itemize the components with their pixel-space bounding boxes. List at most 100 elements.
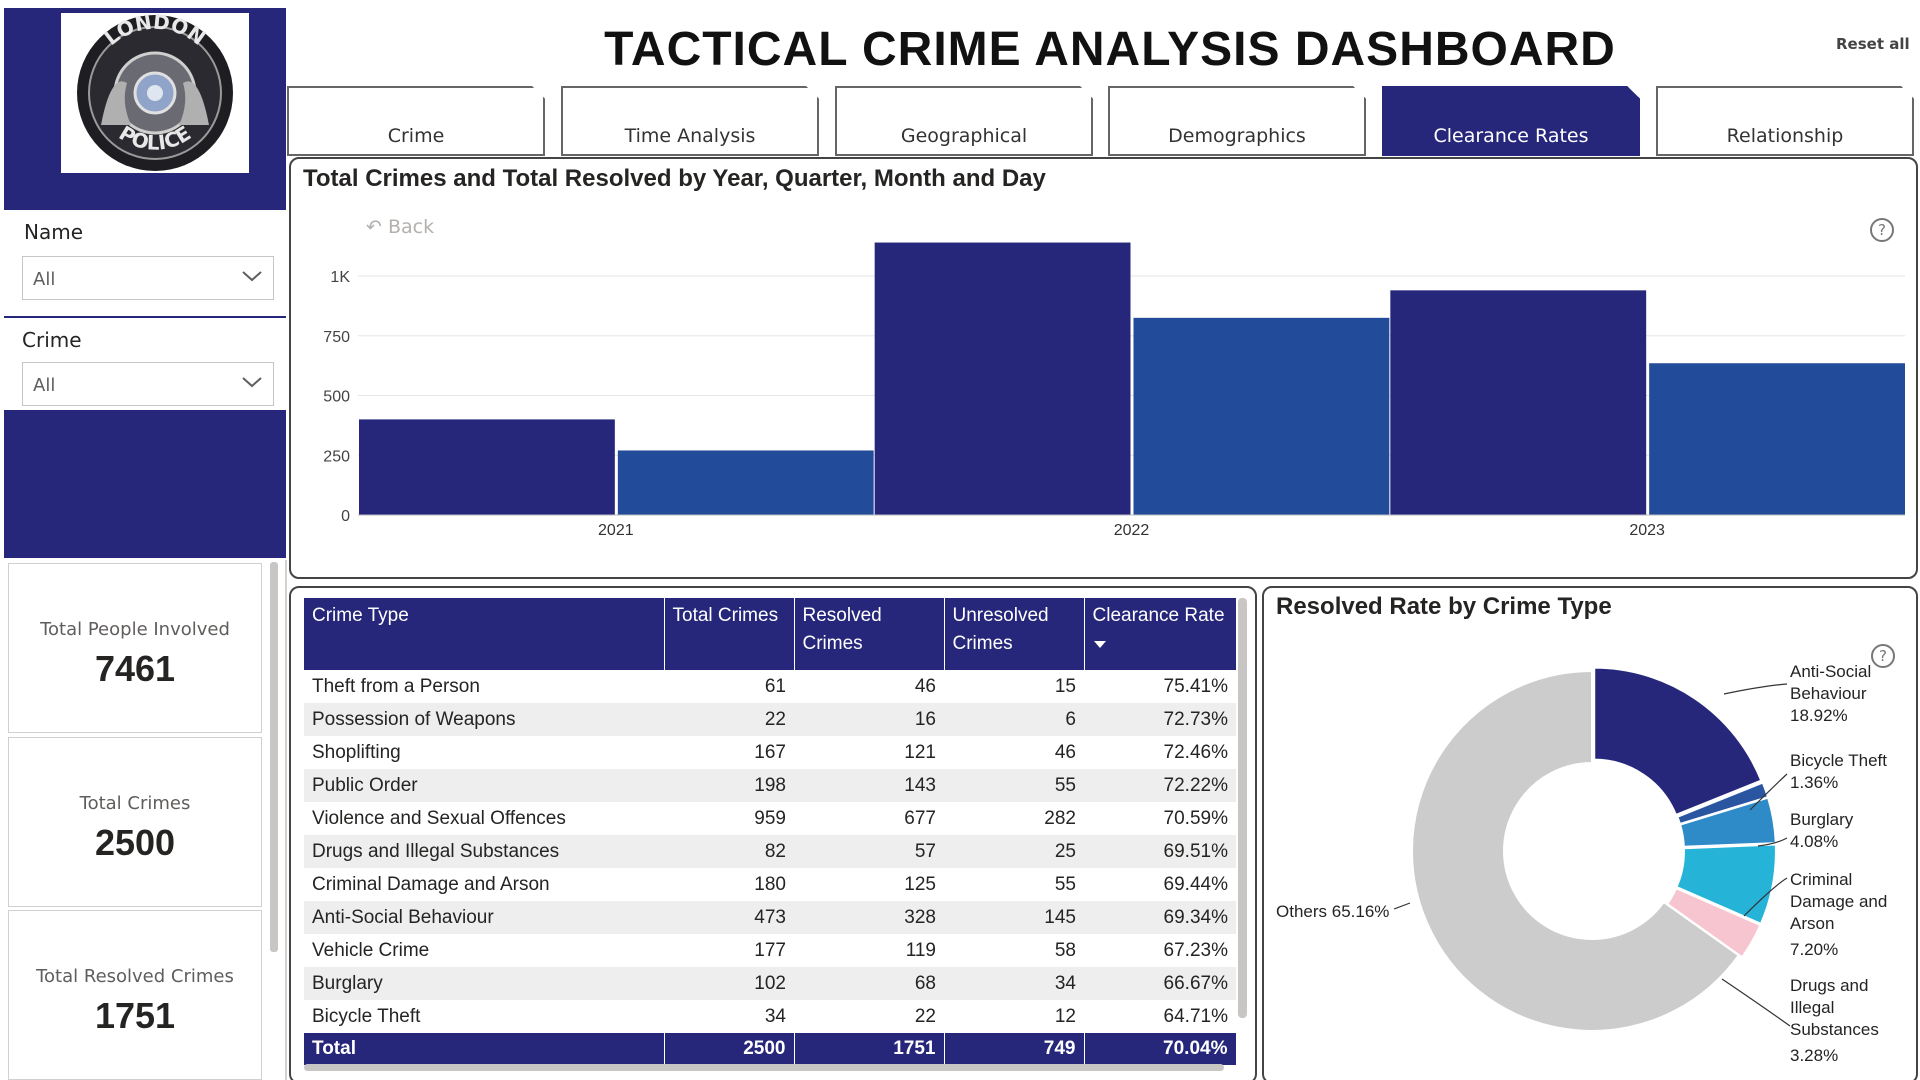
table-total-row: Total 2500 1751 749 70.04% <box>304 1033 1237 1065</box>
cell: 119 <box>905 939 936 961</box>
cell: 55 <box>944 769 1084 802</box>
cell: Total <box>304 1033 665 1065</box>
cell: 69.34% <box>1084 901 1236 934</box>
kpi-total-crimes: Total Crimes 2500 <box>8 737 262 907</box>
cell: 102 <box>664 967 794 1000</box>
cell: Anti-Social Behaviour <box>304 901 664 934</box>
bar[interactable] <box>1390 290 1647 515</box>
london-police-logo: LONDON POLICE <box>61 10 249 173</box>
tab-demographics[interactable]: Demographics <box>1108 86 1366 156</box>
page-title: TACTICAL CRIME ANALYSIS DASHBOARD <box>604 23 1616 76</box>
column-header-label: Clearance Rate <box>1092 605 1225 626</box>
donut-slice[interactable] <box>1411 669 1741 1032</box>
cell: 69.44% <box>1163 873 1228 895</box>
help-icon[interactable]: ? <box>1869 217 1895 243</box>
name-slicer: Name All <box>4 210 286 316</box>
y-tick-label: 1K <box>330 269 350 286</box>
donut-slice[interactable] <box>1678 796 1777 848</box>
kpi-total-resolved: Total Resolved Crimes 1751 <box>8 910 262 1080</box>
cell: 959 <box>754 807 786 829</box>
cell: 46 <box>914 675 936 697</box>
table-horizontal-scrollbar[interactable] <box>304 1064 1224 1071</box>
column-header-sorted[interactable]: Clearance Rate <box>1084 598 1237 670</box>
table-row[interactable]: Possession of Weapons 22 16 6 72.73% <box>304 703 1236 736</box>
cell: 125 <box>904 873 936 895</box>
tab-time-analysis[interactable]: Time Analysis <box>561 86 819 156</box>
table-row[interactable]: Shoplifting 167 121 46 72.46% <box>304 736 1236 769</box>
cell: 55 <box>1054 873 1076 895</box>
leader-line <box>1393 902 1411 910</box>
back-button[interactable]: ↶ Back <box>366 216 434 238</box>
name-slicer-label: Name <box>24 220 84 244</box>
column-header[interactable]: Crime Type <box>304 598 665 670</box>
table-row[interactable]: Bicycle Theft 34 22 12 64.71% <box>304 1000 1236 1033</box>
bar[interactable] <box>617 450 874 515</box>
table-row[interactable]: Vehicle Crime 177 119 58 67.23% <box>304 934 1236 967</box>
cell: 22 <box>664 703 794 736</box>
reset-all-button[interactable]: Reset all <box>1836 35 1910 53</box>
table-row[interactable]: Theft from a Person 61 46 15 75.41% <box>304 670 1236 703</box>
cell: 69.51% <box>1084 835 1236 868</box>
bar[interactable] <box>1133 317 1390 515</box>
cell: 22 <box>914 1005 936 1027</box>
tab-geographical[interactable]: Geographical <box>835 86 1093 156</box>
kpi-total-people: Total People Involved 7461 <box>8 563 262 733</box>
cell: 34 <box>944 967 1084 1000</box>
sort-descending-icon <box>1093 641 1106 648</box>
donut-label-anti-social: Anti-Social Behaviour 18.92% <box>1790 662 1872 725</box>
tab-crime[interactable]: Crime <box>287 86 545 156</box>
cell: 473 <box>664 901 794 934</box>
donut-slice[interactable] <box>1593 666 1763 817</box>
cell: 75.41% <box>1163 675 1228 697</box>
cell: 198 <box>664 769 794 802</box>
y-tick-label: 250 <box>323 448 350 465</box>
table-row[interactable]: Violence and Sexual Offences 959 677 282 70.… <box>304 802 1236 835</box>
back-label: Back <box>387 216 435 238</box>
cell: 70.59% <box>1163 807 1228 829</box>
cell: Shoplifting <box>312 741 401 763</box>
table-row[interactable]: Drugs and Illegal Substances 82 57 25 69.51% <box>304 835 1236 868</box>
cell: Drugs and Illegal Substances <box>304 835 664 868</box>
cell: Possession of Weapons <box>304 703 664 736</box>
leader-line <box>1757 837 1788 847</box>
cell: 72.22% <box>1084 769 1236 802</box>
leader-line <box>1749 773 1788 811</box>
donut-slice[interactable] <box>1675 843 1777 926</box>
cell: 167 <box>754 741 786 763</box>
kpi-scrollbar[interactable] <box>270 562 278 952</box>
help-icon[interactable]: ? <box>1870 643 1896 669</box>
cell: 34 <box>764 1005 786 1027</box>
cell: 177 <box>754 939 786 961</box>
bar[interactable] <box>1649 363 1905 515</box>
column-header[interactable]: Total Crimes <box>664 598 795 670</box>
y-tick-label: 0 <box>341 508 350 525</box>
table-row[interactable]: Burglary 102 68 34 66.67% <box>304 967 1236 1000</box>
table-row[interactable]: Anti-Social Behaviour 473 328 145 69.34% <box>304 901 1236 934</box>
crime-dropdown[interactable]: All <box>22 362 274 406</box>
cell: 66.67% <box>1084 967 1236 1000</box>
tab-clearance-rates[interactable]: Clearance Rates <box>1382 86 1640 156</box>
table-vertical-scrollbar[interactable] <box>1238 598 1247 1018</box>
column-header[interactable]: Resolved Crimes <box>794 598 945 670</box>
donut-label-others: Others 65.16% <box>1276 902 1390 921</box>
name-dropdown[interactable]: All <box>22 256 274 300</box>
y-tick-label: 750 <box>323 329 350 346</box>
bar-chart-title: Total Crimes and Total Resolved by Year,… <box>303 165 1046 192</box>
table-row[interactable]: Criminal Damage and Arson 180 125 55 69.44% <box>304 868 1236 901</box>
svg-text:?: ? <box>1879 647 1887 665</box>
bar[interactable] <box>874 242 1131 516</box>
cell: 68 <box>794 967 944 1000</box>
chevron-down-icon <box>242 377 262 388</box>
cell: 2500 <box>664 1033 795 1065</box>
cell: 25 <box>944 835 1084 868</box>
column-header[interactable]: Unresolved Crimes <box>944 598 1085 670</box>
tab-relationship[interactable]: Relationship <box>1656 86 1914 156</box>
cell: 282 <box>1044 807 1076 829</box>
bar[interactable] <box>359 419 615 515</box>
cell: 72.46% <box>1163 741 1228 763</box>
cell: Violence and Sexual Offences <box>312 807 566 829</box>
chevron-down-icon <box>242 271 262 282</box>
cell: 70.04% <box>1084 1033 1237 1065</box>
table-row[interactable]: Public Order 198 143 55 72.22% <box>304 769 1236 802</box>
crime-slicer-label: Crime <box>22 328 82 352</box>
